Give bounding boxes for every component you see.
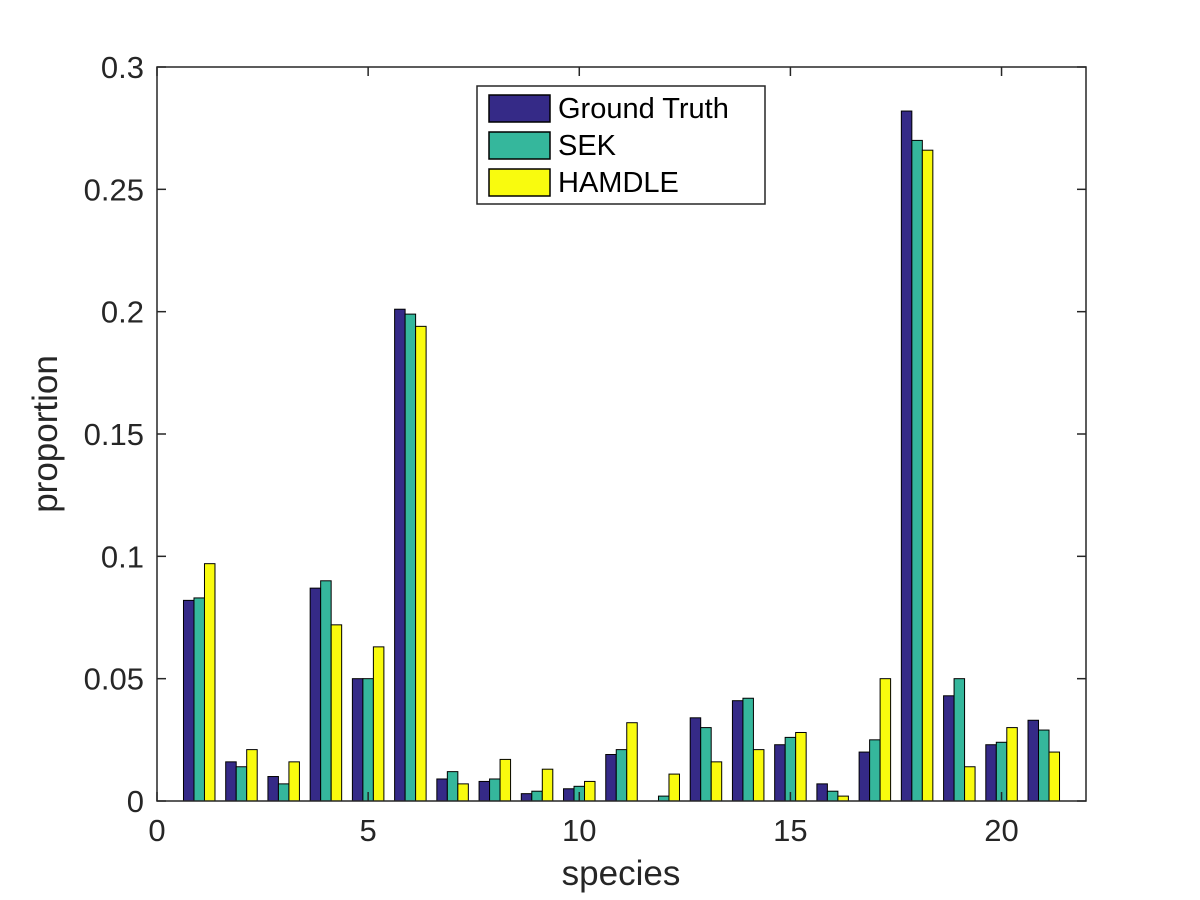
legend-label-hamdle: HAMDLE xyxy=(558,167,679,199)
bar-ground-truth-species-17 xyxy=(858,751,871,802)
x-axis-label: species xyxy=(562,854,681,893)
bar-sek-species-5 xyxy=(362,678,374,802)
bar-hamdle-species-2 xyxy=(246,749,258,802)
bar-ground-truth-species-11 xyxy=(605,754,617,802)
bar-sek-species-8 xyxy=(489,778,501,802)
bar-sek-species-4 xyxy=(320,580,332,802)
bar-sek-species-1 xyxy=(193,597,205,802)
bar-sek-species-9 xyxy=(531,790,543,802)
bar-sek-species-16 xyxy=(826,790,839,802)
bar-ground-truth-species-18 xyxy=(900,110,913,802)
bar-ground-truth-species-10 xyxy=(563,788,575,802)
x-tick-label: 5 xyxy=(360,813,377,848)
bar-hamdle-species-20 xyxy=(1006,727,1018,802)
y-axis-label: proportion xyxy=(26,355,65,513)
bar-sek-species-19 xyxy=(953,678,966,802)
bar-hamdle-species-11 xyxy=(626,722,638,802)
bar-ground-truth-species-14 xyxy=(731,700,744,802)
bar-hamdle-species-10 xyxy=(584,780,596,802)
x-tick-label: 0 xyxy=(148,813,165,848)
bar-sek-species-2 xyxy=(235,766,248,802)
bar-ground-truth-species-19 xyxy=(943,695,955,802)
y-tick-label: 0.2 xyxy=(101,295,144,330)
bar-sek-species-21 xyxy=(1038,729,1050,802)
bar-ground-truth-species-4 xyxy=(309,587,322,802)
bar-hamdle-species-9 xyxy=(541,768,554,802)
bar-sek-species-7 xyxy=(446,771,459,802)
bar-hamdle-species-18 xyxy=(921,149,934,802)
bar-ground-truth-species-8 xyxy=(478,780,491,802)
legend-swatch-sek xyxy=(488,131,551,160)
bar-sek-species-3 xyxy=(277,783,290,802)
bar-ground-truth-species-5 xyxy=(351,678,364,802)
bar-ground-truth-species-3 xyxy=(267,776,279,802)
bar-hamdle-species-8 xyxy=(499,758,512,802)
bar-ground-truth-species-21 xyxy=(1027,719,1040,802)
bar-hamdle-species-14 xyxy=(752,749,765,802)
bar-hamdle-species-1 xyxy=(203,563,216,802)
bar-hamdle-species-17 xyxy=(879,678,892,802)
legend: Ground Truth SEK HAMDLE xyxy=(476,85,766,205)
x-tick-label: 15 xyxy=(773,813,807,848)
bar-sek-species-14 xyxy=(742,697,754,802)
y-tick-label: 0.05 xyxy=(84,662,144,697)
bar-sek-species-17 xyxy=(869,739,881,802)
bar-ground-truth-species-2 xyxy=(225,761,237,802)
bar-hamdle-species-12 xyxy=(668,773,680,802)
bar-ground-truth-species-1 xyxy=(182,599,195,802)
legend-swatch-ground-truth xyxy=(488,94,551,123)
legend-swatch-hamdle xyxy=(488,168,551,197)
bar-sek-species-6 xyxy=(404,313,417,802)
y-tick-label: 0.25 xyxy=(84,172,144,207)
y-tick-label: 0.1 xyxy=(101,539,144,574)
bar-sek-species-18 xyxy=(911,139,923,802)
bar-sek-species-11 xyxy=(615,749,628,802)
bar-hamdle-species-19 xyxy=(964,766,976,802)
bar-hamdle-species-21 xyxy=(1048,751,1061,802)
bar-ground-truth-species-7 xyxy=(436,778,448,802)
legend-label-sek: SEK xyxy=(558,130,617,162)
y-tick-label: 0.3 xyxy=(101,50,144,85)
bar-sek-species-15 xyxy=(784,736,797,802)
bar-hamdle-species-13 xyxy=(710,761,723,802)
tick-labels-layer: 0 5 10 15 20 0 0.05 0.1 0.15 0.2 0.25 0.3 xyxy=(84,50,1019,848)
bar-hamdle-species-4 xyxy=(330,624,343,802)
bar-ground-truth-species-13 xyxy=(689,717,702,802)
bar-ground-truth-species-16 xyxy=(816,783,828,802)
bar-ground-truth-species-6 xyxy=(394,308,406,802)
bar-ground-truth-species-20 xyxy=(985,744,997,802)
bar-hamdle-species-5 xyxy=(372,646,385,802)
bar-ground-truth-species-9 xyxy=(520,793,533,802)
bar-hamdle-species-6 xyxy=(415,325,427,802)
bar-hamdle-species-15 xyxy=(795,731,807,802)
plot-area-border xyxy=(156,66,1087,802)
bar-hamdle-species-3 xyxy=(288,761,300,802)
bar-hamdle-species-7 xyxy=(457,783,469,802)
y-tick-label: 0.15 xyxy=(84,417,144,452)
x-tick-label: 10 xyxy=(562,813,596,848)
bar-ground-truth-species-15 xyxy=(774,744,786,802)
bar-sek-species-13 xyxy=(700,727,712,802)
legend-label-ground-truth: Ground Truth xyxy=(558,93,729,125)
x-tick-label: 20 xyxy=(984,813,1018,848)
y-tick-label: 0 xyxy=(127,784,144,819)
